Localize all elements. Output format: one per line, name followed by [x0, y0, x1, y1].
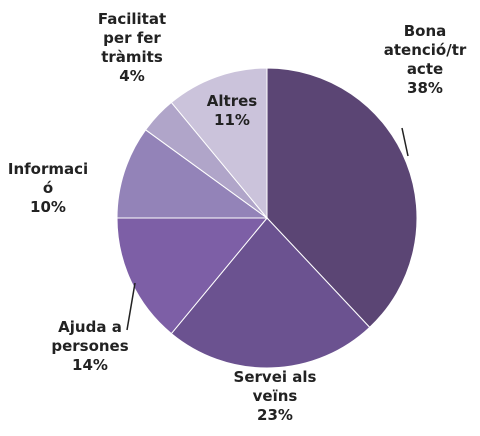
slice-label: Bona atenció/tr acte 38% — [384, 22, 467, 98]
value-label: 11% — [214, 111, 250, 129]
leader-line — [401, 127, 409, 157]
category-label: Facilitat per fer tràmits — [97, 10, 167, 66]
slice-label: Servei als veïns 23% — [234, 368, 317, 425]
pie-slice — [170, 67, 268, 220]
slice-label: Altres 11% — [207, 92, 257, 130]
category-label: Ajuda a persones — [51, 318, 129, 355]
category-label: Informaci ó — [7, 160, 89, 197]
pie-slice — [116, 129, 269, 219]
slice-label: Ajuda a persones 14% — [51, 318, 128, 375]
pie-slice — [170, 217, 371, 369]
pie-slice — [266, 67, 418, 329]
slice-label: Facilitat per fer tràmits 4% — [98, 10, 166, 86]
category-label: Bona atenció/tr acte — [383, 22, 467, 78]
value-label: 14% — [72, 356, 108, 374]
category-label: Altres — [206, 92, 258, 110]
value-label: 38% — [407, 79, 443, 97]
value-label: 10% — [30, 198, 66, 216]
slices — [116, 67, 418, 369]
category-label: Servei als veïns — [233, 368, 317, 405]
value-label: 23% — [257, 406, 293, 424]
slice-label: Informaci ó 10% — [8, 160, 88, 217]
leader-line — [126, 282, 136, 331]
value-label: 4% — [119, 67, 145, 85]
pie-slice — [116, 217, 269, 335]
